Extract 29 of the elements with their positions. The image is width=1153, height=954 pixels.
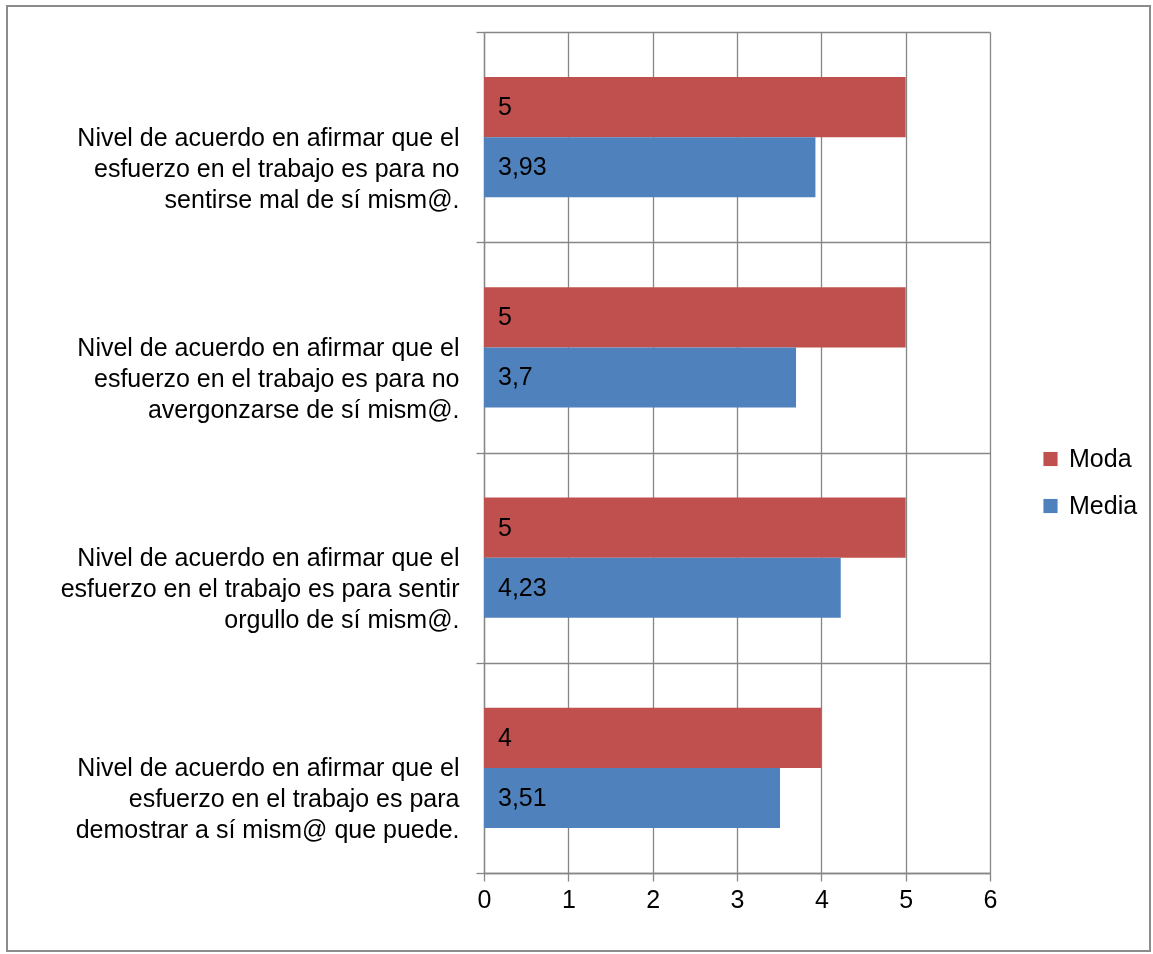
x-tick-label: 1 [561,884,576,913]
data-label: 5 [498,92,512,121]
bar [484,77,906,138]
bar [484,137,816,198]
data-label: 3,7 [498,362,533,391]
bar [484,287,906,348]
legend-label: Media [1069,491,1138,519]
bar [484,557,841,618]
x-tick-label: 4 [814,884,829,913]
data-label: 5 [498,302,512,331]
x-tick-label: 5 [899,884,914,913]
x-tick-label: 3 [730,884,745,913]
data-label: 5 [498,512,512,541]
x-tick-label: 2 [646,884,661,913]
y-tick-label: Nivel de acuerdo en afirmar que el esfuerzo en el trabajo es para no avergonzarse de sí mism@. [77,332,460,423]
data-label: 4,23 [498,572,547,601]
bar [484,767,781,828]
x-tick-label: 6 [983,884,998,913]
data-label: 3,93 [498,152,547,181]
y-tick-label: Nivel de acuerdo en afirmar que el esfuerzo en el trabajo es para sentir orgullo de sí mism@. [60,543,460,634]
data-label: 3,51 [498,782,547,811]
x-tick-label: 0 [477,884,492,913]
bar [484,347,797,408]
legend-label: Moda [1069,444,1132,472]
bar [484,497,906,558]
y-tick-label: Nivel de acuerdo en afirmar que el esfuerzo en el trabajo es para demostrar a sí mism@ que puede. [75,753,460,844]
bar [484,707,822,768]
y-tick-label: Nivel de acuerdo en afirmar que el esfuerzo en el trabajo es para no sentirse mal de sí mism@. [77,122,460,213]
data-label: 4 [498,722,512,751]
